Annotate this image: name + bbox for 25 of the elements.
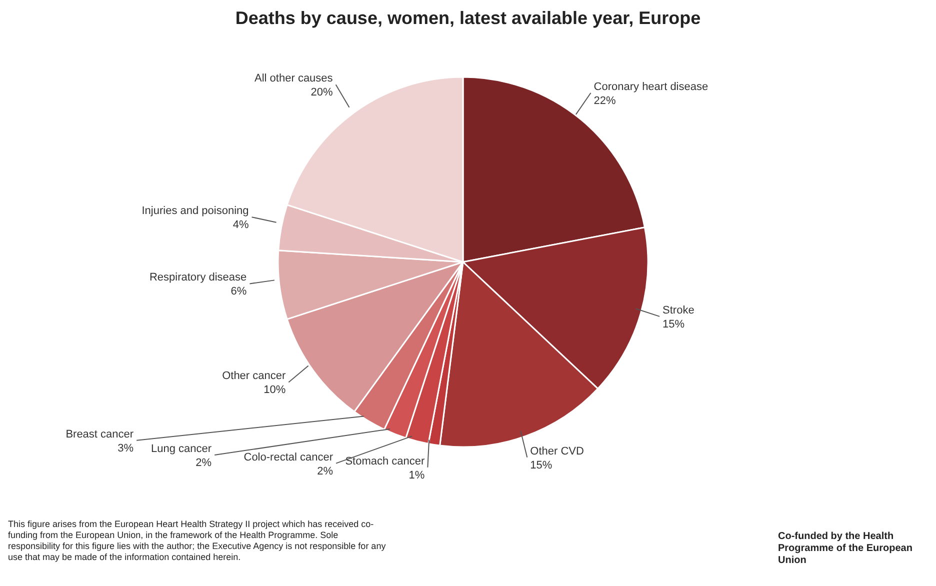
data-label: 10%: [264, 384, 286, 396]
text: Co-funded by the Health Programme of the European Union: [778, 531, 914, 567]
slice-label: Stroke: [662, 304, 694, 316]
text: This figure arises from the European Heart Health Strategy II project which has received co-funding from the European Union, in the framework of the Health Programme. Sole responsibility for this figure lies with the author; the Executive Agency is not responsible for any use that may be made of the information contained herein.: [8, 519, 387, 563]
data-label: 2%: [196, 457, 212, 470]
slice-label: Other cancer: [222, 370, 286, 382]
slice-label: Coronary heart disease: [594, 80, 708, 93]
slice-label: Respiratory disease: [149, 272, 247, 284]
data-label: 4%: [232, 219, 249, 232]
data-label: 22%: [594, 94, 616, 107]
chart-title: Deaths by cause, women, latest available year, Europe: [234, 8, 702, 29]
data-label: 6%: [230, 286, 247, 298]
slice-label: Injuries and poisoning: [142, 205, 249, 218]
slice-label: Other CVD: [530, 445, 584, 458]
slice-label: Breast cancer: [66, 428, 134, 440]
data-label: 15%: [662, 318, 685, 330]
data-label: 1%: [408, 469, 425, 482]
slice-label: All other causes: [254, 72, 334, 85]
slice-label: Stomach cancer: [345, 455, 426, 468]
data-label: 20%: [310, 86, 334, 99]
data-label: 15%: [530, 459, 552, 472]
slice-label: Colo-rectal cancer: [244, 451, 334, 464]
data-label: 3%: [118, 442, 134, 454]
slice-label: Lung cancer: [151, 443, 212, 456]
data-label: 2%: [317, 465, 334, 478]
